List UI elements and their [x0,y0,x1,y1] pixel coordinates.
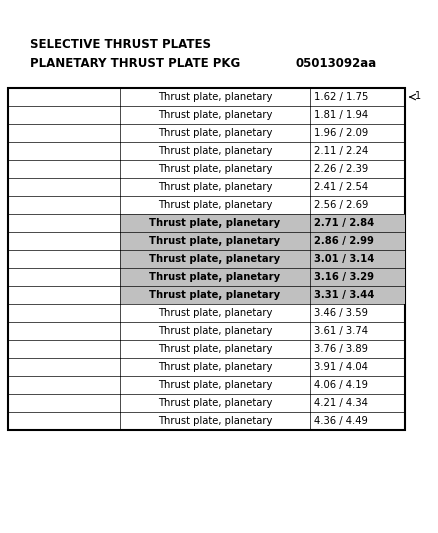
Text: 2.11 / 2.24: 2.11 / 2.24 [314,146,368,156]
Text: 1: 1 [415,91,421,101]
Text: Thrust plate, planetary: Thrust plate, planetary [149,236,281,246]
Text: 4.21 / 4.34: 4.21 / 4.34 [314,398,368,408]
Text: 2.26 / 2.39: 2.26 / 2.39 [314,164,368,174]
Text: Thrust plate, planetary: Thrust plate, planetary [158,344,272,354]
Text: 2.86 / 2.99: 2.86 / 2.99 [314,236,374,246]
Text: 1.81 / 1.94: 1.81 / 1.94 [314,110,368,120]
Bar [120,232,405,250]
Text: Thrust plate, planetary: Thrust plate, planetary [149,218,281,228]
Text: Thrust plate, planetary: Thrust plate, planetary [158,110,272,120]
Bar [120,268,405,286]
Text: 3.61 / 3.74: 3.61 / 3.74 [314,326,368,336]
Text: 3.31 / 3.44: 3.31 / 3.44 [314,290,374,300]
Text: Thrust plate, planetary: Thrust plate, planetary [158,182,272,192]
Text: Thrust plate, planetary: Thrust plate, planetary [158,128,272,138]
Text: Thrust plate, planetary: Thrust plate, planetary [158,398,272,408]
Text: Thrust plate, planetary: Thrust plate, planetary [158,146,272,156]
Text: Thrust plate, planetary: Thrust plate, planetary [158,200,272,210]
Bar [8,88,405,430]
Text: Thrust plate, planetary: Thrust plate, planetary [158,416,272,426]
Text: SELECTIVE THRUST PLATES: SELECTIVE THRUST PLATES [30,38,211,51]
Text: Thrust plate, planetary: Thrust plate, planetary [158,326,272,336]
Text: 2.71 / 2.84: 2.71 / 2.84 [314,218,374,228]
Text: Thrust plate, planetary: Thrust plate, planetary [158,380,272,390]
Text: 1.96 / 2.09: 1.96 / 2.09 [314,128,368,138]
Text: Thrust plate, planetary: Thrust plate, planetary [149,272,281,282]
Text: 05013092aa: 05013092aa [295,57,376,70]
Text: 4.06 / 4.19: 4.06 / 4.19 [314,380,368,390]
Text: 3.76 / 3.89: 3.76 / 3.89 [314,344,368,354]
Text: Thrust plate, planetary: Thrust plate, planetary [149,254,281,264]
Text: Thrust plate, planetary: Thrust plate, planetary [149,290,281,300]
Bar [120,250,405,268]
Text: 3.16 / 3.29: 3.16 / 3.29 [314,272,374,282]
Text: 3.01 / 3.14: 3.01 / 3.14 [314,254,374,264]
Bar [120,214,405,232]
Text: Thrust plate, planetary: Thrust plate, planetary [158,164,272,174]
Text: Thrust plate, planetary: Thrust plate, planetary [158,362,272,372]
Text: Thrust plate, planetary: Thrust plate, planetary [158,92,272,102]
Text: 4.36 / 4.49: 4.36 / 4.49 [314,416,368,426]
Text: 3.91 / 4.04: 3.91 / 4.04 [314,362,368,372]
Text: Thrust plate, planetary: Thrust plate, planetary [158,308,272,318]
Text: 2.41 / 2.54: 2.41 / 2.54 [314,182,368,192]
Text: PLANETARY THRUST PLATE PKG: PLANETARY THRUST PLATE PKG [30,57,240,70]
Text: 3.46 / 3.59: 3.46 / 3.59 [314,308,368,318]
Text: 2.56 / 2.69: 2.56 / 2.69 [314,200,368,210]
Text: 1.62 / 1.75: 1.62 / 1.75 [314,92,368,102]
Bar [120,286,405,304]
